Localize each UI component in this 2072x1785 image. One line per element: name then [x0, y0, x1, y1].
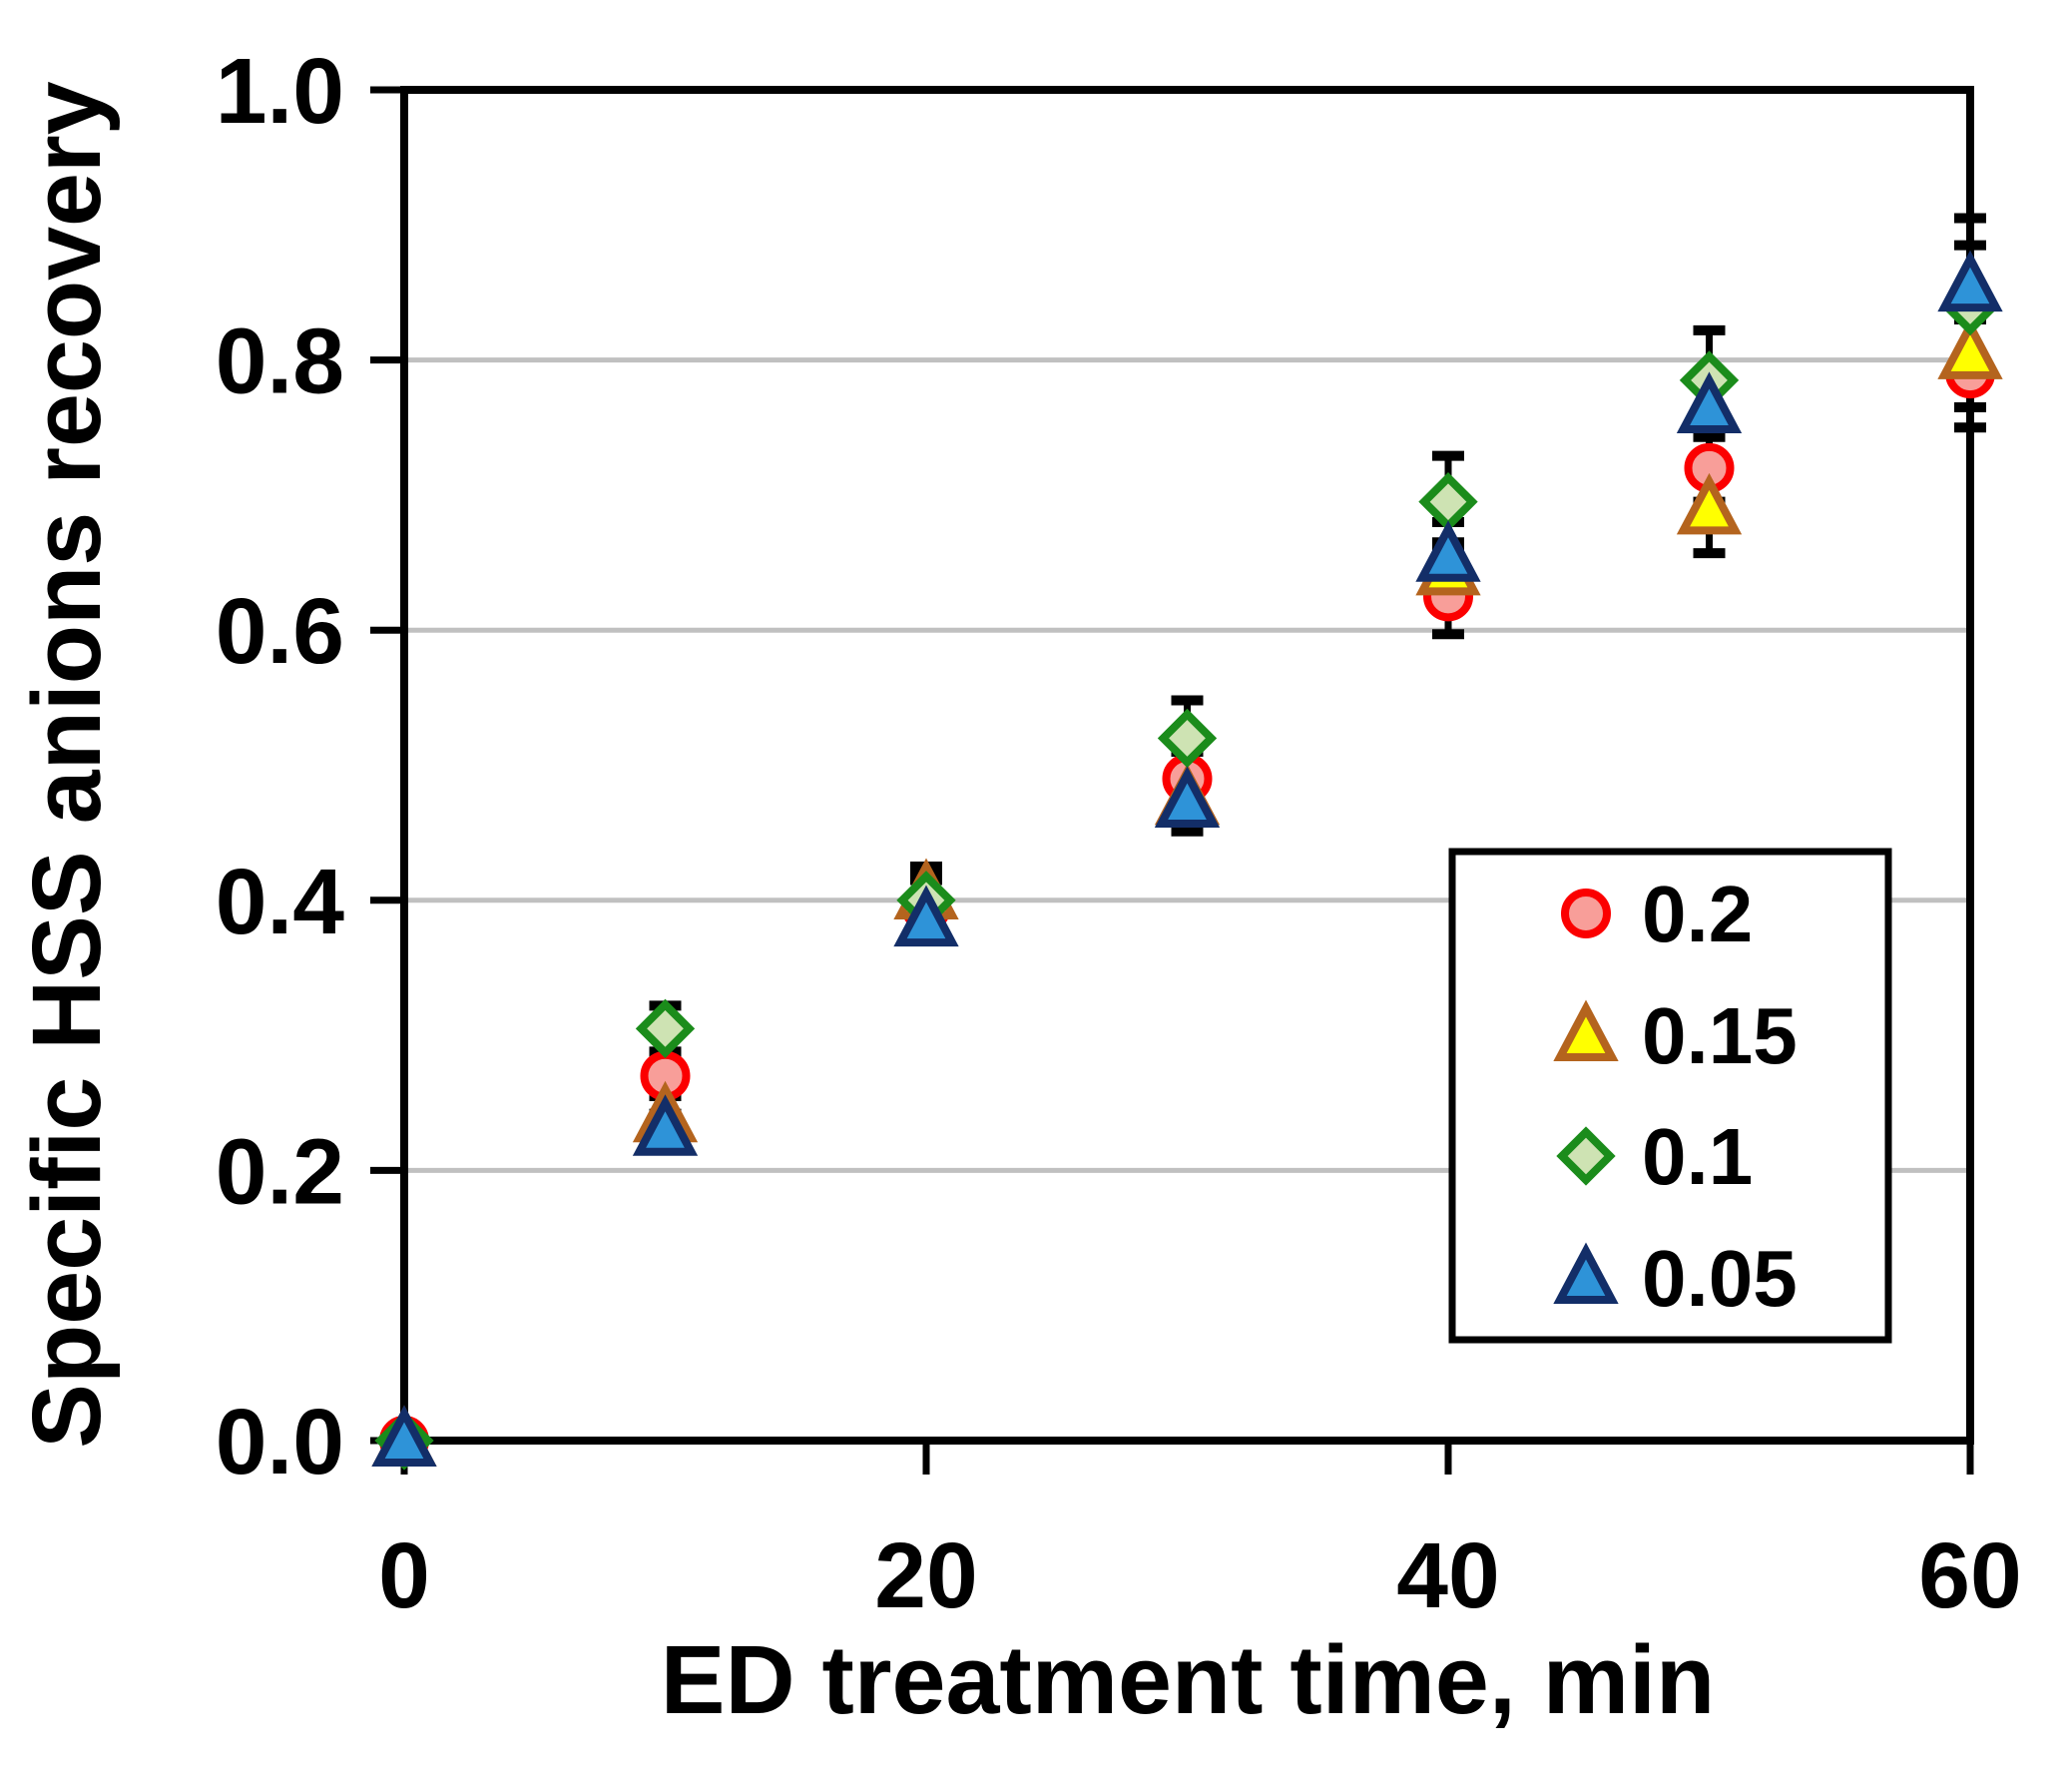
plot-frame: [400, 86, 1974, 1445]
marker-series-0.05: [1676, 371, 1743, 433]
legend-marker-0.2: [1561, 889, 1611, 938]
marker-series-0.05: [893, 885, 959, 947]
marker-series-0.1: [1157, 708, 1218, 769]
y-tick-label: 0.2: [216, 1119, 344, 1223]
marker-series-0.05: [1154, 766, 1221, 829]
x-tick-label: 40: [1396, 1523, 1499, 1627]
y-tick-label: 1.0: [216, 39, 344, 143]
marker-series-0.05: [1937, 250, 2003, 312]
marker-series-0.05: [1415, 520, 1481, 582]
y-tick-label: 0.8: [216, 309, 344, 413]
legend-label: 0.15: [1642, 991, 1798, 1080]
y-tick-label: 0.0: [216, 1390, 344, 1493]
x-tick-label: 60: [1918, 1523, 2021, 1627]
x-tick-labels: 0 20 40 60: [378, 1523, 2022, 1627]
legend-label: 0.2: [1642, 870, 1753, 958]
marker-series-0.05: [632, 1094, 699, 1156]
x-tick-label: 0: [378, 1523, 430, 1627]
marker-series-0.1: [635, 998, 696, 1058]
y-tick-labels: 0.0 0.2 0.4 0.6 0.8 1.0: [216, 39, 345, 1493]
legend-label: 0.1: [1642, 1112, 1753, 1201]
legend-box: [1448, 848, 1892, 1344]
legend-marker-0.05: [1553, 1242, 1619, 1304]
x-axis-title: ED treatment time, min: [661, 1625, 1715, 1734]
legend-marker-0.1: [1556, 1126, 1616, 1186]
legend-label: 0.05: [1642, 1234, 1798, 1323]
legend: 0.2 0.15 0.1 0.05: [1448, 848, 1892, 1344]
data-markers: [371, 250, 2003, 1471]
x-tick-label: 20: [874, 1523, 977, 1627]
marker-series-0.15: [1676, 472, 1743, 535]
y-axis-title: Specific HSS anions recovery: [12, 81, 121, 1448]
marker-series-0.1: [1418, 472, 1478, 532]
marker-series-0.05: [371, 1405, 437, 1467]
legend-marker-0.15: [1553, 999, 1619, 1061]
plot-border: [400, 86, 1974, 1445]
marker-series-0.15: [1937, 317, 2003, 379]
y-tick-label: 0.4: [216, 850, 345, 953]
y-tick-label: 0.6: [216, 579, 344, 683]
